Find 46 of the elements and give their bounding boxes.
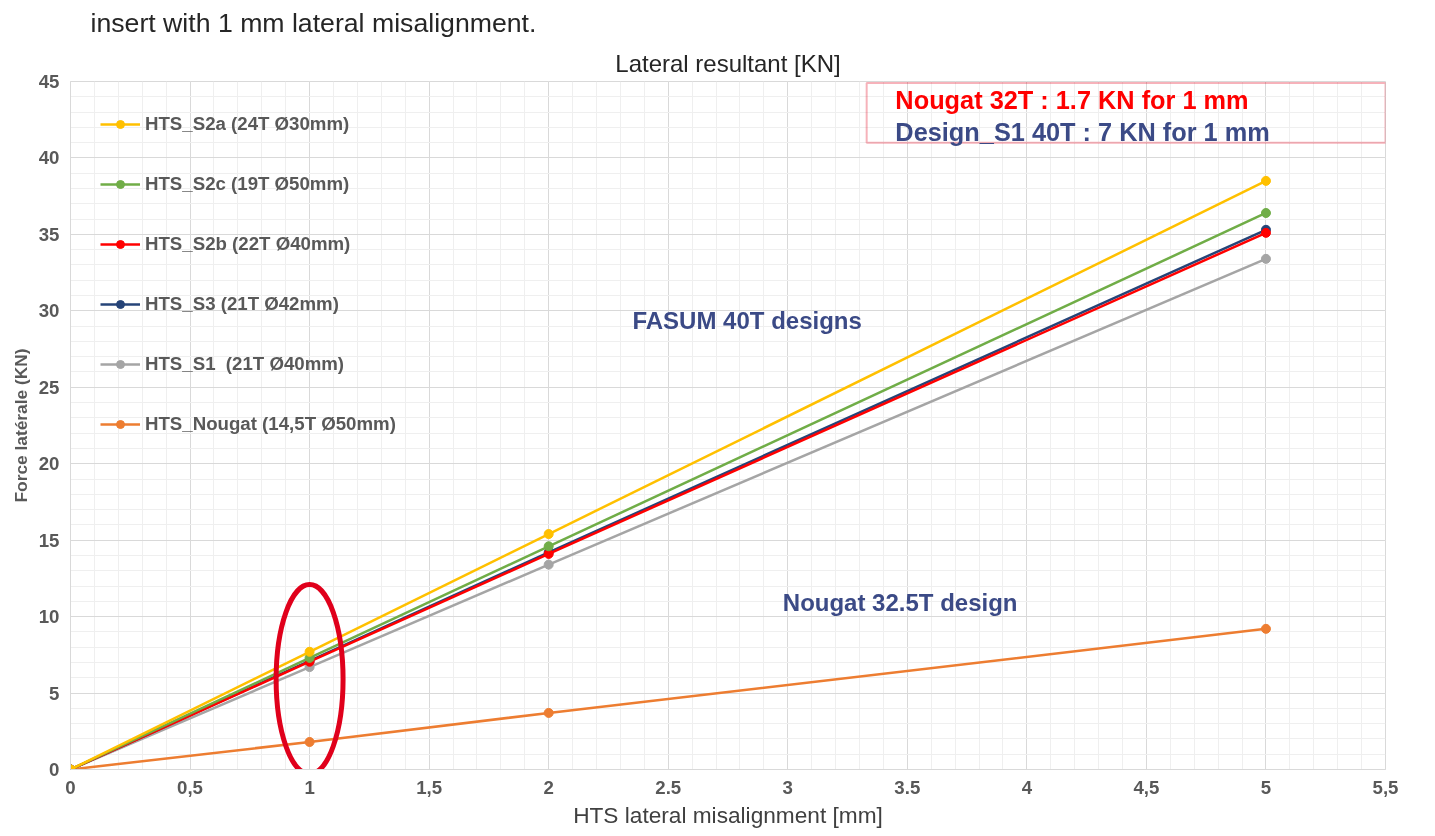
text: insert with 1 mm lateral misalignment. bbox=[90, 7, 537, 38]
annotation: Nougat 32T : 1.7 KN for 1 mm bbox=[895, 85, 1249, 114]
annotation: Design_S1 40T : 7 KN for 1 mm bbox=[895, 117, 1270, 146]
point bbox=[543, 541, 554, 552]
point bbox=[1260, 207, 1271, 218]
x-tick-label: 4,5 bbox=[1133, 776, 1160, 798]
x-tick-label: 0 bbox=[65, 776, 76, 798]
x-tick-label: 4 bbox=[1021, 776, 1033, 798]
legend-label: HTS_S2a (24T Ø30mm) bbox=[145, 112, 350, 136]
legend-label: HTS_Nougat (14,5T Ø50mm) bbox=[145, 412, 396, 436]
y-tick-label: 25 bbox=[38, 376, 60, 398]
x-tick-label: 2 bbox=[543, 776, 554, 798]
y-tick-label: 20 bbox=[38, 453, 60, 475]
y-tick-label: 40 bbox=[38, 147, 60, 169]
point bbox=[543, 707, 554, 718]
legend-label: HTS_S3 (21T Ø42mm) bbox=[145, 292, 339, 316]
legend-label: HTS_S2b (22T Ø40mm) bbox=[145, 232, 351, 256]
y-tick-label: 45 bbox=[38, 71, 60, 92]
y-tick-label: 10 bbox=[38, 606, 60, 628]
x-tick-label: 1 bbox=[304, 776, 315, 798]
point bbox=[304, 736, 315, 747]
x-tick-label: 1,5 bbox=[416, 776, 443, 798]
point bbox=[1260, 253, 1271, 264]
point bbox=[1260, 175, 1271, 186]
x-tick-label: 2.5 bbox=[655, 776, 682, 798]
annotation: Nougat 32.5T design bbox=[782, 589, 1018, 617]
annotation: FASUM 40T designs bbox=[632, 306, 862, 334]
legend-label: HTS_S2c (19T Ø50mm) bbox=[145, 172, 350, 196]
x-axis-title: HTS lateral misalignment [mm] bbox=[573, 801, 883, 828]
x-tick-label: 3.5 bbox=[894, 776, 921, 798]
legend-label: HTS_S1 (21T Ø40mm) bbox=[145, 352, 345, 376]
y-tick-label: 30 bbox=[38, 300, 60, 322]
y-tick-label: 0 bbox=[49, 759, 60, 780]
y-tick-label: 35 bbox=[38, 223, 60, 245]
point bbox=[543, 529, 554, 540]
y-tick-label: 15 bbox=[38, 529, 60, 551]
point bbox=[543, 559, 554, 570]
x-tick-label: 5,5 bbox=[1372, 776, 1399, 798]
x-tick-label: 5 bbox=[1260, 776, 1272, 798]
x-tick-label: 0,5 bbox=[177, 776, 204, 798]
point bbox=[1260, 623, 1271, 634]
x-tick-label: 3 bbox=[782, 776, 793, 798]
y-axis-title: Force latérale (KN) bbox=[10, 348, 31, 503]
chart-title: Lateral resultant [KN] bbox=[615, 49, 841, 77]
y-tick-label: 5 bbox=[49, 682, 60, 704]
point bbox=[304, 646, 315, 657]
